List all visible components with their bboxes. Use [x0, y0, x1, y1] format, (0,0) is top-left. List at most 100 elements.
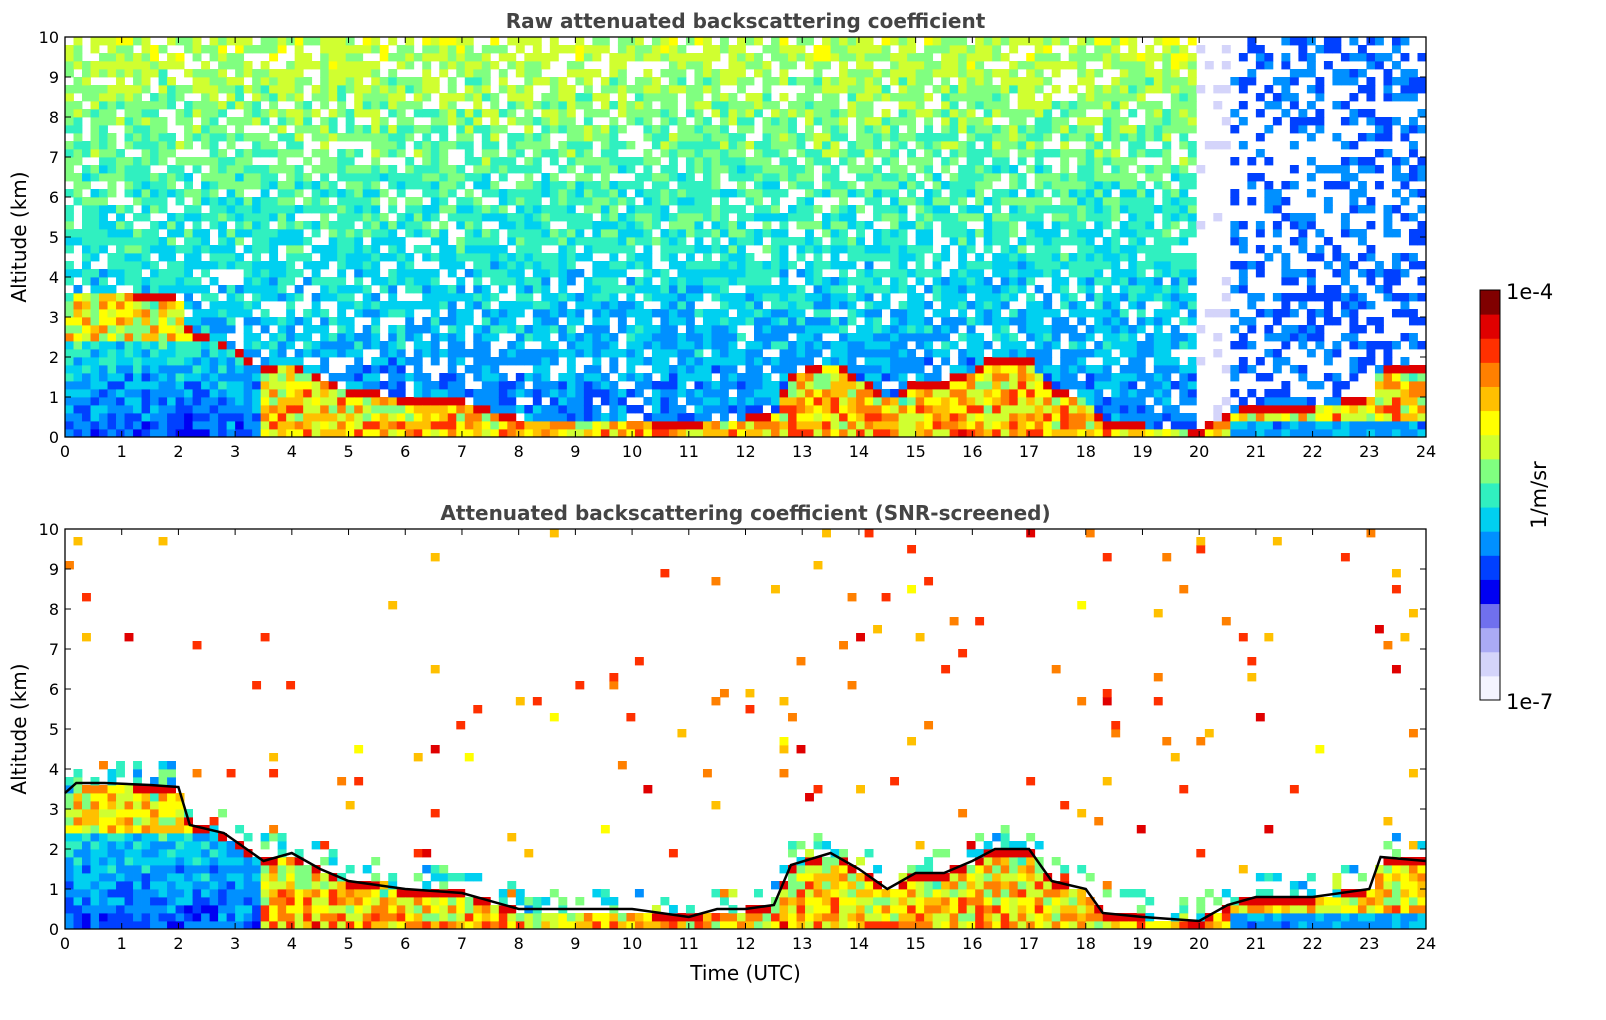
heatmap-cell	[651, 325, 661, 334]
heatmap-cell	[277, 181, 287, 190]
heatmap-cell	[456, 133, 466, 142]
heatmap-cell	[566, 341, 576, 350]
heatmap-cell	[745, 293, 755, 302]
heatmap-cell	[260, 165, 270, 174]
heatmap-cell	[388, 229, 398, 238]
heatmap-cell	[822, 229, 831, 238]
heatmap-cell	[209, 85, 219, 94]
heatmap-cell	[881, 149, 891, 158]
heatmap-cell	[498, 325, 508, 334]
heatmap-cell	[771, 413, 780, 422]
heatmap-cell	[124, 37, 134, 46]
heatmap-cell	[73, 125, 83, 134]
heatmap-cell	[328, 165, 338, 174]
heatmap-cell	[1077, 277, 1087, 286]
heatmap-cell	[779, 333, 789, 342]
heatmap-cell	[932, 189, 942, 198]
heatmap-cell	[1043, 173, 1053, 182]
heatmap-cell	[396, 245, 406, 254]
heatmap-cell	[847, 421, 857, 430]
heatmap-cell	[354, 301, 364, 310]
heatmap-cell	[133, 93, 142, 102]
heatmap-cell	[507, 141, 517, 150]
heatmap-cell	[966, 45, 976, 54]
heatmap-cell	[1060, 373, 1070, 382]
heatmap-cell	[507, 357, 517, 366]
heatmap-cell	[1051, 261, 1061, 270]
heatmap-cell	[464, 37, 474, 46]
heatmap-cell	[660, 165, 670, 174]
heatmap-cell	[498, 205, 508, 214]
heatmap-cell	[235, 61, 245, 70]
heatmap-cell	[388, 349, 398, 358]
heatmap-cell	[439, 53, 449, 62]
heatmap-cell	[1068, 325, 1078, 334]
heatmap-cell	[260, 237, 270, 246]
heatmap-cell	[294, 357, 304, 366]
heatmap-cell	[337, 341, 347, 350]
heatmap-cell	[915, 221, 925, 230]
heatmap-cell	[822, 413, 831, 422]
heatmap-cell	[490, 229, 500, 238]
heatmap-cell	[1085, 53, 1095, 62]
heatmap-cell	[167, 261, 176, 270]
heatmap-cell	[796, 93, 806, 102]
heatmap-cell	[388, 245, 398, 254]
heatmap-cell	[422, 349, 432, 358]
heatmap-cell	[422, 341, 432, 350]
heatmap-cell	[201, 405, 211, 414]
heatmap-cell	[277, 221, 287, 230]
heatmap-cell	[65, 261, 74, 270]
heatmap-cell	[651, 333, 661, 342]
heatmap-cell	[362, 133, 372, 142]
heatmap-cell	[881, 133, 891, 142]
heatmap-cell	[1000, 341, 1010, 350]
heatmap-cell	[719, 269, 729, 278]
heatmap-cell	[643, 413, 653, 422]
heatmap-cell	[141, 413, 151, 422]
heatmap-cell	[643, 325, 653, 334]
heatmap-cell	[192, 157, 202, 166]
heatmap-cell	[558, 149, 568, 158]
heatmap-cell	[311, 245, 321, 254]
heatmap-cell	[890, 341, 900, 350]
heatmap-cell	[371, 389, 381, 398]
heatmap-cell	[532, 245, 542, 254]
heatmap-cell	[975, 405, 985, 414]
heatmap-cell	[924, 237, 934, 246]
heatmap-cell	[575, 221, 585, 230]
heatmap-cell	[660, 101, 670, 110]
heatmap-cell	[558, 397, 568, 406]
heatmap-cell	[243, 181, 253, 190]
heatmap-cell	[73, 389, 83, 398]
heatmap-cell	[73, 269, 83, 278]
heatmap-cell	[439, 165, 449, 174]
heatmap-cell	[107, 285, 117, 294]
heatmap-cell	[609, 85, 619, 94]
heatmap-cell	[1017, 261, 1027, 270]
heatmap-cell	[422, 165, 432, 174]
heatmap-cell	[745, 341, 755, 350]
heatmap-cell	[201, 261, 211, 270]
heatmap-cell	[447, 181, 457, 190]
heatmap-cell	[320, 413, 330, 422]
heatmap-cell	[813, 109, 823, 118]
heatmap-cell	[958, 117, 968, 126]
heatmap-cell	[235, 157, 245, 166]
heatmap-cell	[668, 245, 678, 254]
heatmap-cell	[328, 421, 338, 430]
heatmap-cell	[82, 85, 91, 94]
heatmap-cell	[1034, 317, 1044, 326]
heatmap-cell	[736, 149, 746, 158]
heatmap-cell	[915, 85, 925, 94]
heatmap-cell	[73, 189, 83, 198]
heatmap-cell	[524, 173, 534, 182]
heatmap-cell	[430, 397, 440, 406]
heatmap-cell	[1060, 101, 1070, 110]
heatmap-cell	[226, 309, 236, 318]
heatmap-cell	[456, 181, 466, 190]
heatmap-cell	[1017, 421, 1027, 430]
heatmap-cell	[549, 421, 559, 430]
heatmap-cell	[65, 405, 74, 414]
heatmap-cell	[328, 37, 338, 46]
